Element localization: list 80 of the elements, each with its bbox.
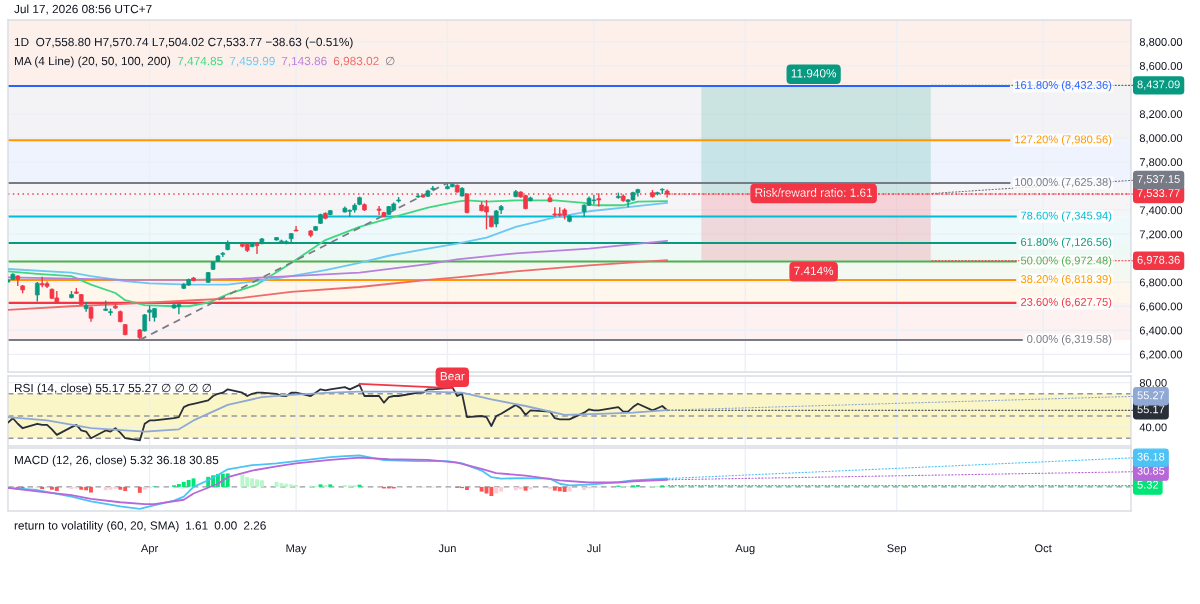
y-tick-label: 80.00 <box>1139 378 1167 387</box>
text: 7,143.86 <box>281 56 327 67</box>
text: 1D O7,558.80 H7,570.74 L7,504.02 C7,533.77 −38.63 (−0.51%) <box>14 37 353 49</box>
annotation: 6,978.36 <box>1137 255 1180 266</box>
ref-line-label: 38.20% (6,818.39) <box>1020 274 1112 286</box>
ref-line-label: 61.80% (7,126.56) <box>1021 237 1112 249</box>
ref-line-label: 50.00% (6,972.48) <box>1020 256 1112 267</box>
bar <box>494 486 499 494</box>
annotation: 7,537.15 <box>1137 175 1180 185</box>
ref-line-label: 100.00% (7,625.38) <box>1015 177 1112 189</box>
annotation: 8,437.09 <box>1137 80 1180 90</box>
y-tick-label: 7,800.00 <box>1139 158 1183 168</box>
y-tick-label: 8,600.00 <box>1139 62 1183 72</box>
x-tick-label: Apr <box>140 544 159 555</box>
bar <box>259 480 264 487</box>
bar <box>479 486 484 492</box>
bar <box>523 486 528 491</box>
chart-title: MACD (12, 26, close) 5.32 36.18 30.85 <box>14 455 219 467</box>
line-series <box>8 259 669 311</box>
text: 6,983.02 <box>333 56 379 67</box>
bar <box>240 474 245 487</box>
annotation: 30.85 <box>1137 466 1165 475</box>
bar <box>54 486 59 491</box>
bar <box>489 486 494 496</box>
legend-title: MA (4 Line) (20, 50, 100, 200) <box>14 56 171 68</box>
x-tick-label: Jun <box>438 544 456 553</box>
x-tick-label: May <box>286 544 307 555</box>
y-tick-label: 7,200.00 <box>1139 230 1183 240</box>
annotation: 55.17 <box>1137 405 1165 414</box>
bar <box>103 486 108 491</box>
annotation: Risk/reward ratio: 1.61 <box>755 188 873 197</box>
text: 1.61 <box>186 521 208 530</box>
annotation: 5.32 <box>1137 480 1159 489</box>
annotation: 7.414% <box>794 266 834 275</box>
bar <box>328 484 333 487</box>
annotation: 7,533.77 <box>1137 189 1180 199</box>
y-tick-label: 7,400.00 <box>1139 206 1183 216</box>
ref-line-label: 23.60% (6,627.75) <box>1021 297 1112 309</box>
y-tick-label: 8,000.00 <box>1139 134 1183 144</box>
bar <box>137 486 142 493</box>
text: 7,474.85 <box>177 56 223 67</box>
bar <box>318 484 323 487</box>
y-tick-label: 6,600.00 <box>1139 302 1183 312</box>
x-tick-label: Oct <box>1035 544 1052 553</box>
bar <box>79 486 84 490</box>
y-tick-label: 6,200.00 <box>1139 350 1183 360</box>
bar <box>186 479 191 487</box>
candlestick <box>552 206 558 218</box>
annotation: 55.27 <box>1137 391 1165 400</box>
chart-subtitle: Jul 17, 2026 08:56 UTC+7 <box>14 4 152 15</box>
text: 0.00 <box>214 521 237 530</box>
y-tick-label: 8,200.00 <box>1139 110 1183 120</box>
y-tick-label: 6,400.00 <box>1139 326 1183 336</box>
ref-line-label: 0.00% (6,319.58) <box>1027 334 1112 346</box>
ref-line-label: 127.20% (7,980.56) <box>1015 135 1112 146</box>
y-tick-label: 40.00 <box>1139 423 1167 432</box>
candlestick <box>34 281 40 303</box>
text: RSI (14, close) 55.17 55.27 ∅ ∅ ∅ ∅ <box>14 383 212 395</box>
annotation: ∅ <box>385 56 395 66</box>
annotation: Bear <box>440 372 465 381</box>
y-tick-label: 6,800.00 <box>1139 278 1183 288</box>
y-tick-label: 8,800.00 <box>1139 38 1183 48</box>
text: return to volatility (60, 20, SMA) <box>14 521 179 532</box>
ref-line-label: 78.60% (7,345.94) <box>1021 211 1112 222</box>
x-tick-label: Jul <box>586 544 601 553</box>
bar <box>118 486 123 490</box>
bar <box>279 483 284 487</box>
annotation: 11.940% <box>791 69 837 78</box>
line-series <box>8 199 669 308</box>
line-series <box>8 239 669 281</box>
annotation: 36.18 <box>1137 452 1165 461</box>
text: 2.26 <box>243 521 266 530</box>
candlestick <box>254 241 260 255</box>
bar <box>562 486 567 492</box>
text: 7,459.99 <box>229 56 275 67</box>
x-tick-label: Sep <box>887 544 907 555</box>
line-series <box>8 201 669 286</box>
bar <box>582 486 587 491</box>
ref-line-label: 161.80% (8,432.36) <box>1015 80 1112 92</box>
x-tick-label: Aug <box>735 544 755 555</box>
